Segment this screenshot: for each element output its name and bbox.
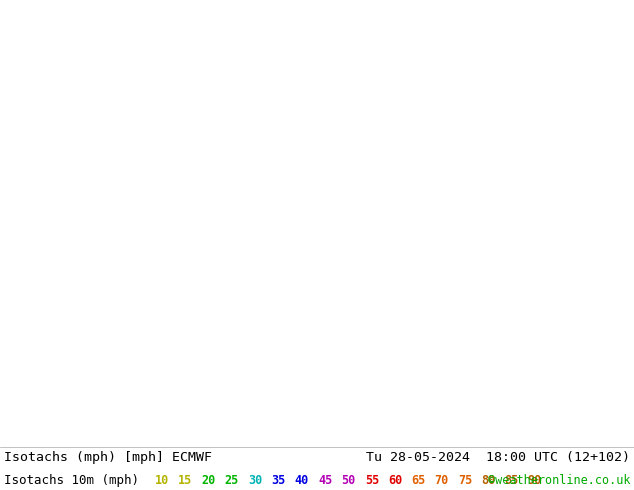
Text: 50: 50 [341, 474, 356, 487]
Text: 35: 35 [271, 474, 286, 487]
Text: 30: 30 [248, 474, 262, 487]
Text: 80: 80 [481, 474, 496, 487]
Text: 25: 25 [225, 474, 239, 487]
Text: Isotachs 10m (mph): Isotachs 10m (mph) [4, 474, 139, 487]
Text: 90: 90 [528, 474, 542, 487]
Text: 70: 70 [435, 474, 449, 487]
Text: Tu 28-05-2024  18:00 UTC (12+102): Tu 28-05-2024 18:00 UTC (12+102) [366, 450, 630, 464]
Text: 75: 75 [458, 474, 472, 487]
Text: 10: 10 [155, 474, 169, 487]
Text: 20: 20 [202, 474, 216, 487]
Text: 85: 85 [505, 474, 519, 487]
Text: 45: 45 [318, 474, 332, 487]
Text: 40: 40 [295, 474, 309, 487]
Text: 15: 15 [178, 474, 193, 487]
Text: 60: 60 [388, 474, 402, 487]
Text: ©weatheronline.co.uk: ©weatheronline.co.uk [488, 474, 630, 487]
Text: 65: 65 [411, 474, 425, 487]
Text: Isotachs (mph) [mph] ECMWF: Isotachs (mph) [mph] ECMWF [4, 450, 212, 464]
Text: 55: 55 [365, 474, 379, 487]
